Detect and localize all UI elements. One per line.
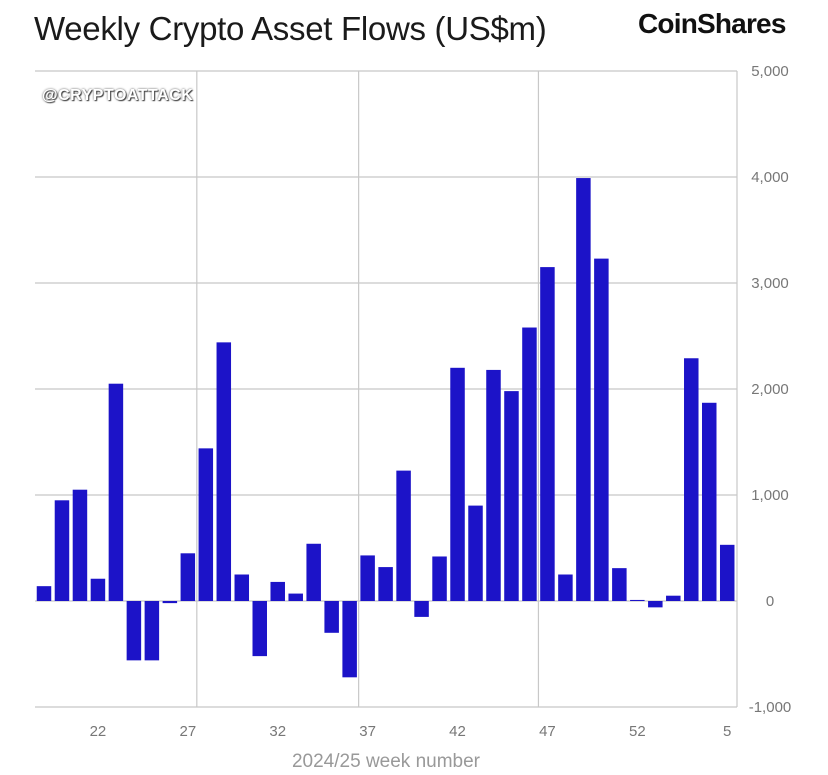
bar-series <box>36 178 735 678</box>
bar-week-19 <box>36 586 52 601</box>
bar-week-39 <box>396 470 411 601</box>
x-axis-ticks: 22 27 32 37 42 47 52 5 <box>90 723 732 740</box>
bar-week-22 <box>90 578 106 601</box>
bar-week-44 <box>486 369 501 601</box>
bar-week-27 <box>180 553 196 601</box>
chart-title: Weekly Crypto Asset Flows (US$m) <box>34 10 547 47</box>
bar-week-49 <box>576 178 591 601</box>
bar-week-32 <box>270 581 285 601</box>
bar-week-33 <box>288 593 303 601</box>
bar-week-36 <box>342 601 357 678</box>
y-tick-label: 4,000 <box>751 169 789 186</box>
y-tick-label: -1,000 <box>749 699 792 716</box>
y-tick-label: 2,000 <box>751 381 789 398</box>
bar-week-47 <box>540 267 555 601</box>
x-tick-label: 37 <box>359 723 376 740</box>
bar-week-52 <box>630 599 645 601</box>
x-tick-label: 47 <box>539 723 556 740</box>
bar-week-42 <box>450 367 465 601</box>
bar-week-38 <box>378 567 393 601</box>
bar-week-40 <box>414 601 429 617</box>
bar-week-50 <box>594 258 609 601</box>
bar-week-51 <box>612 568 627 601</box>
x-tick-label: 32 <box>269 723 286 740</box>
bar-week-21 <box>72 489 88 601</box>
bar-week-41 <box>432 556 447 601</box>
bar-week-35 <box>324 601 339 633</box>
bar-week-5 <box>719 544 735 601</box>
y-tick-label: 3,000 <box>751 275 789 292</box>
y-tick-label: 0 <box>766 593 774 610</box>
x-tick-label: 22 <box>90 723 107 740</box>
bar-week-31 <box>252 601 267 657</box>
bar-week-43 <box>468 505 483 601</box>
bar-week-23 <box>108 383 124 601</box>
y-tick-label: 5,000 <box>751 63 789 80</box>
bar-week-4 <box>702 402 717 601</box>
bar-week-24 <box>126 601 142 661</box>
bar-week-48 <box>558 574 573 601</box>
bar-week-45 <box>504 391 519 601</box>
bar-week-29 <box>216 342 232 601</box>
bar-week-25 <box>144 601 160 661</box>
bar-week-30 <box>234 574 250 601</box>
y-tick-label: 1,000 <box>751 487 789 504</box>
bar-week-37 <box>360 555 375 601</box>
brand-logo: CoinShares <box>638 8 786 39</box>
x-tick-label: 5 <box>723 723 731 740</box>
y-axis-ticks: 5,000 4,000 3,000 2,000 1,000 0 -1,000 <box>749 63 792 716</box>
x-tick-label: 42 <box>449 723 466 740</box>
bar-week-20 <box>54 500 70 601</box>
bar-week-28 <box>198 448 214 601</box>
x-axis-label: 2024/25 week number <box>292 751 481 772</box>
watermark: @CRYPTOATTACK <box>42 87 194 104</box>
bar-week-1 <box>648 601 663 608</box>
bar-week-26 <box>162 601 178 604</box>
x-tick-label: 52 <box>629 723 646 740</box>
bar-week-34 <box>306 543 321 601</box>
bar-week-2 <box>666 595 681 601</box>
bar-week-3 <box>684 358 699 601</box>
bar-week-46 <box>522 327 537 601</box>
x-tick-label: 27 <box>179 723 196 740</box>
